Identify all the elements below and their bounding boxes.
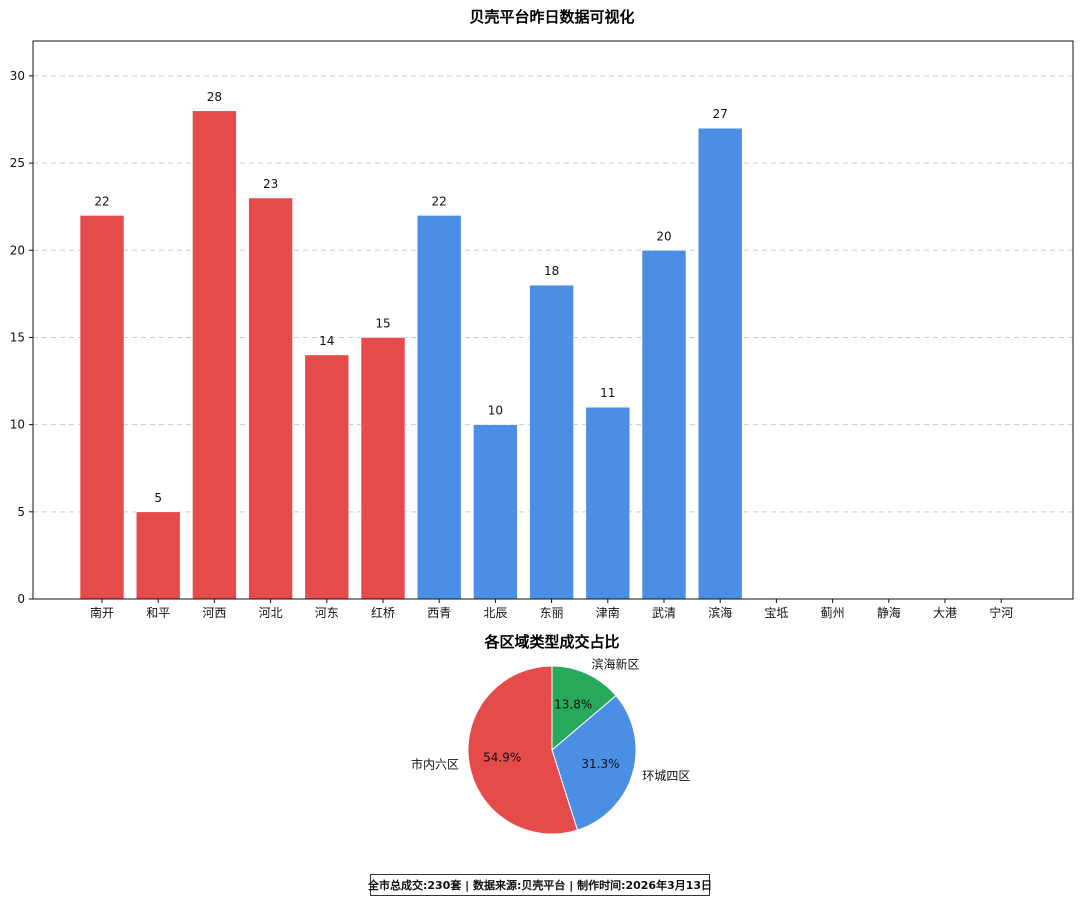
x-tick-label: 津南 — [596, 605, 620, 620]
x-tick-label: 武清 — [652, 606, 676, 620]
x-tick-label: 北辰 — [483, 606, 507, 620]
bar-value-label: 27 — [713, 107, 728, 121]
bar-和平 — [135, 511, 181, 600]
footer-info: 全市总成交:230套 | 数据来源:贝壳平台 | 制作时间:2026年3月13日 — [368, 874, 712, 896]
bar-value-label: 18 — [544, 264, 559, 278]
bar-河西 — [192, 110, 237, 600]
bar-value-label: 10 — [488, 404, 503, 418]
pie-percent-label: 54.9% — [483, 751, 521, 765]
x-tick-label: 宝坻 — [764, 605, 788, 620]
x-tick-label: 宁河 — [989, 605, 1013, 620]
bar-value-label: 23 — [263, 177, 278, 191]
bar-西青 — [416, 215, 462, 600]
pie-percent-label: 31.3% — [581, 757, 619, 771]
bar-value-label: 22 — [94, 194, 109, 208]
pie-slice-市内六区 — [467, 665, 579, 835]
bar-南开 — [79, 215, 125, 600]
bar-value-label: 11 — [600, 386, 615, 400]
x-tick-label: 蓟州 — [821, 606, 845, 620]
pie-category-label: 市内六区 — [411, 756, 459, 771]
bar-value-label: 5 — [154, 491, 162, 505]
bar-chart-title: 贝壳平台昨日数据可视化 — [469, 8, 634, 26]
x-tick-label: 河东 — [315, 606, 339, 620]
x-tick-label: 和平 — [146, 606, 170, 620]
bar-津南 — [585, 406, 631, 600]
pie-category-label: 滨海新区 — [592, 657, 640, 672]
y-tick-label: 30 — [10, 69, 25, 83]
bar-滨海 — [697, 127, 743, 600]
y-tick-label: 10 — [10, 418, 25, 432]
x-tick-label: 河北 — [259, 606, 283, 620]
bar-value-label: 14 — [319, 334, 334, 348]
bar-chart: 0 5 10 15 20 25 30 22 南开 5 和平 28 河西 23 河北 14 河东 15 红桥 22 西青 1… — [10, 40, 1074, 620]
x-tick-label: 静海 — [877, 605, 901, 620]
bar-河北 — [248, 197, 293, 600]
bar-value-label: 15 — [375, 316, 390, 330]
pie-chart-title: 各区域类型成交占比 — [483, 633, 619, 651]
y-tick-label: 0 — [17, 592, 25, 606]
bar-红桥 — [360, 337, 406, 600]
bar-武清 — [641, 249, 687, 600]
pie-slice-环城四区 — [551, 694, 637, 831]
x-tick-label: 大港 — [933, 606, 957, 620]
pie-chart: 13.8% 滨海新区 31.3% 环城四区 54.9% 市内六区 — [411, 657, 690, 835]
bar-value-label: 22 — [432, 194, 447, 208]
pie-category-label: 环城四区 — [642, 769, 690, 783]
bar-河东 — [304, 354, 350, 600]
y-tick-label: 20 — [10, 243, 25, 257]
x-tick-label: 东丽 — [540, 606, 564, 620]
x-tick-label: 西青 — [427, 606, 451, 620]
x-tick-label: 红桥 — [371, 605, 395, 620]
pie-slice-滨海新区 — [551, 665, 617, 752]
y-tick-label: 15 — [10, 330, 25, 344]
x-tick-label: 河西 — [202, 606, 226, 620]
plot-frame — [32, 40, 1074, 600]
bar-value-label: 28 — [207, 90, 222, 104]
bar-北辰 — [473, 424, 518, 600]
y-tick-label: 25 — [10, 156, 25, 170]
bar-东丽 — [529, 284, 574, 600]
y-tick-label: 5 — [17, 505, 25, 519]
pie-percent-label: 13.8% — [554, 697, 592, 711]
x-tick-label: 南开 — [90, 605, 114, 620]
x-tick-label: 滨海 — [708, 605, 732, 620]
bar-value-label: 20 — [656, 229, 671, 243]
